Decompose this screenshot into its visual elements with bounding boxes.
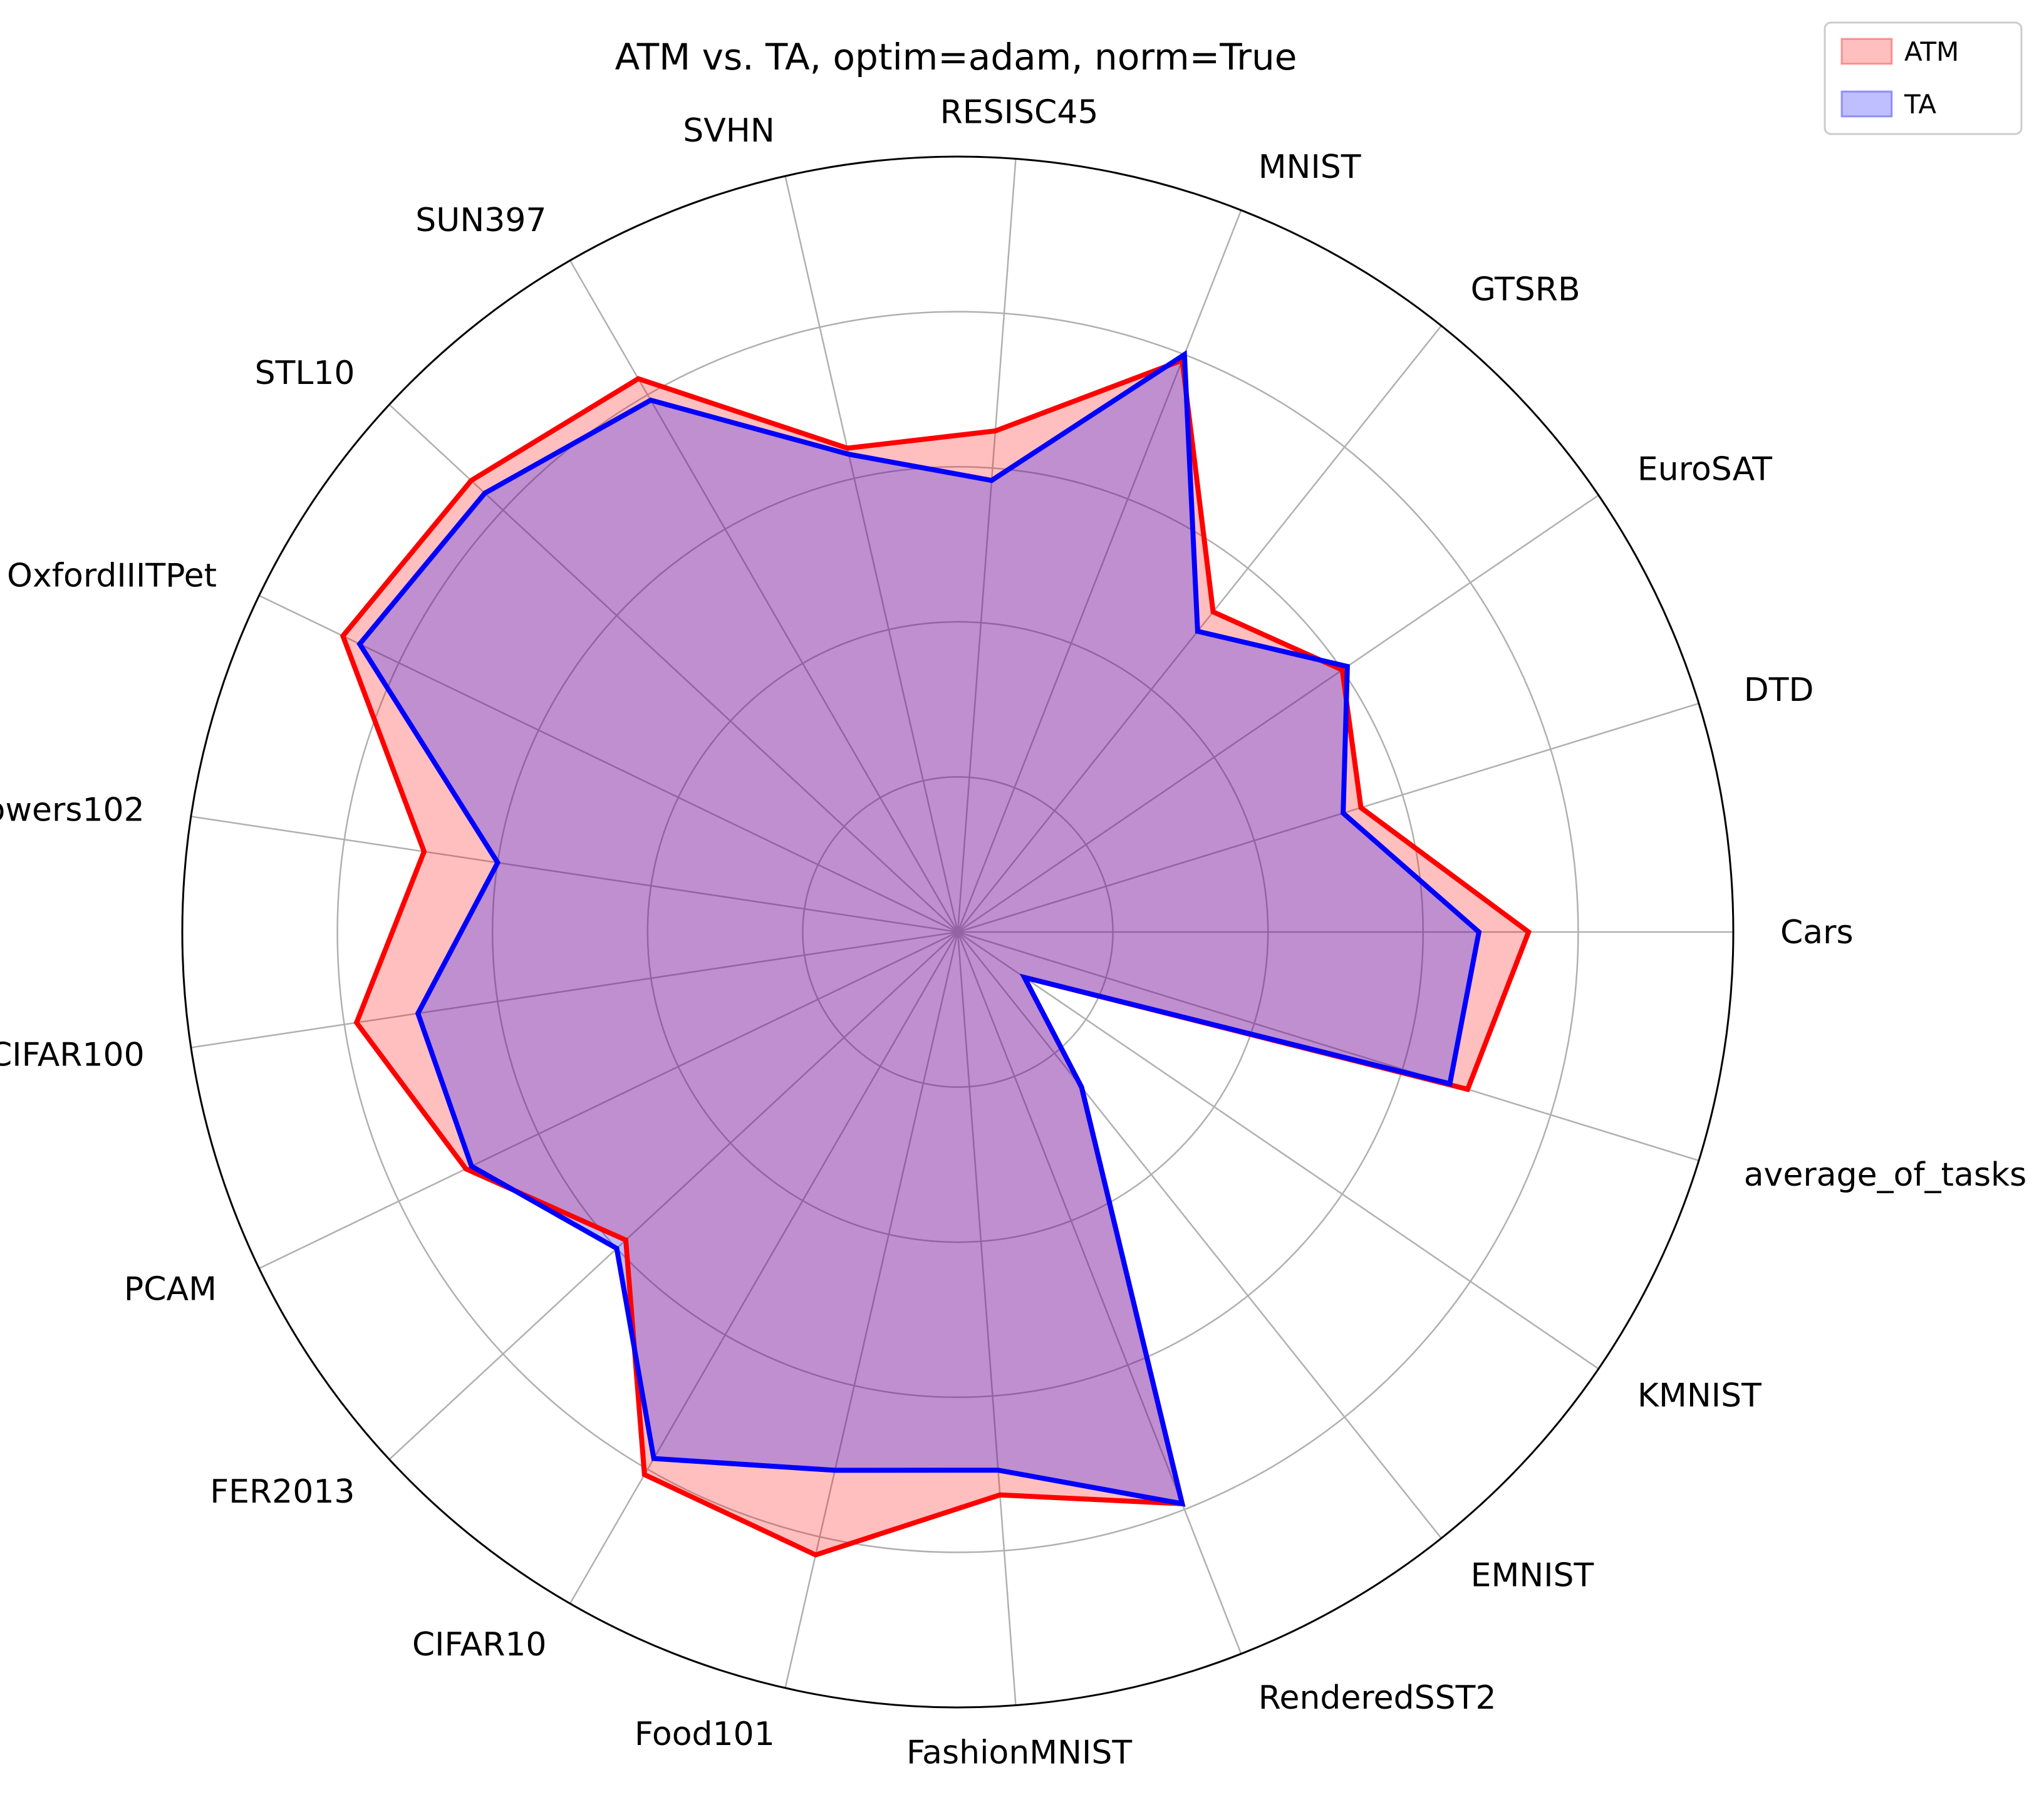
- spoke-oxfordiiitpet: [259, 594, 958, 933]
- spoke-food101: [784, 931, 959, 1689]
- legend: ATM TA: [1824, 21, 2023, 135]
- series-fill-atm: [343, 360, 1529, 1555]
- category-label-mnist: MNIST: [1258, 148, 1361, 186]
- category-label-emnist: EMNIST: [1471, 1557, 1594, 1595]
- spoke-sun397: [569, 260, 959, 933]
- category-label-sun397: SUN397: [415, 202, 546, 239]
- category-label-resisc45: RESISC45: [940, 94, 1099, 132]
- category-label-flowers102: Flowers102: [0, 791, 145, 829]
- legend-frame: [1824, 21, 2023, 135]
- spoke-cifar10: [569, 931, 959, 1604]
- category-label-cars: Cars: [1780, 914, 1854, 951]
- legend-label-atm: ATM: [1904, 36, 1959, 67]
- series-line-ta: [356, 350, 1482, 1507]
- category-label-cifar100: CIFAR100: [0, 1037, 145, 1074]
- category-label-dtd: DTD: [1744, 671, 1814, 709]
- category-label-svhn: SVHN: [683, 112, 775, 150]
- category-label-oxfordiiitpet: OxfordIIITPet: [7, 557, 217, 594]
- category-label-fashionmnist: FashionMNIST: [906, 1734, 1132, 1771]
- legend-label-ta: TA: [1904, 89, 1936, 120]
- category-label-fer2013: FER2013: [210, 1473, 355, 1511]
- radial-grid: [190, 158, 1733, 1706]
- category-label-gtsrb: GTSRB: [1471, 271, 1580, 309]
- chart-title: ATM vs. TA, optim=adam, norm=True: [615, 36, 1297, 78]
- spoke-cifar100: [190, 931, 958, 1049]
- category-label-eurosat: EuroSAT: [1637, 450, 1772, 488]
- spoke-flowers102: [190, 816, 958, 933]
- spoke-eurosat: [957, 494, 1599, 933]
- spoke-fashionmnist: [957, 931, 1017, 1706]
- category-label-kmnist: KMNIST: [1637, 1377, 1761, 1415]
- category-label-pcam: PCAM: [124, 1271, 217, 1308]
- category-label-cifar10: CIFAR10: [412, 1626, 547, 1664]
- category-labels: Cars DTD EuroSAT GTSRB MNIST RESISC45 SVHN SUN3…: [0, 94, 2026, 1772]
- legend-swatch-atm: [1840, 38, 1893, 65]
- spoke-svhn: [784, 175, 959, 933]
- spoke-fer2013: [388, 931, 958, 1460]
- spoke-pcam: [259, 931, 958, 1270]
- category-label-average_of_tasks: average_of_tasks: [1744, 1156, 2027, 1194]
- category-label-renderedsst2: RenderedSST2: [1258, 1679, 1497, 1717]
- category-label-food101: Food101: [635, 1716, 775, 1753]
- spoke-average_of_tasks: [957, 931, 1699, 1162]
- series-layer: [340, 350, 1532, 1558]
- spoke-resisc45: [957, 158, 1017, 933]
- series-fill-ta: [360, 355, 1479, 1504]
- spoke-mnist: [957, 210, 1242, 933]
- outer-frame: [181, 155, 1735, 1709]
- spoke-kmnist: [957, 931, 1599, 1370]
- legend-swatch-ta: [1840, 90, 1893, 118]
- spoke-renderedsst2: [957, 931, 1242, 1654]
- category-label-stl10: STL10: [255, 355, 355, 392]
- spoke-emnist: [957, 931, 1442, 1539]
- spoke-dtd: [957, 702, 1699, 933]
